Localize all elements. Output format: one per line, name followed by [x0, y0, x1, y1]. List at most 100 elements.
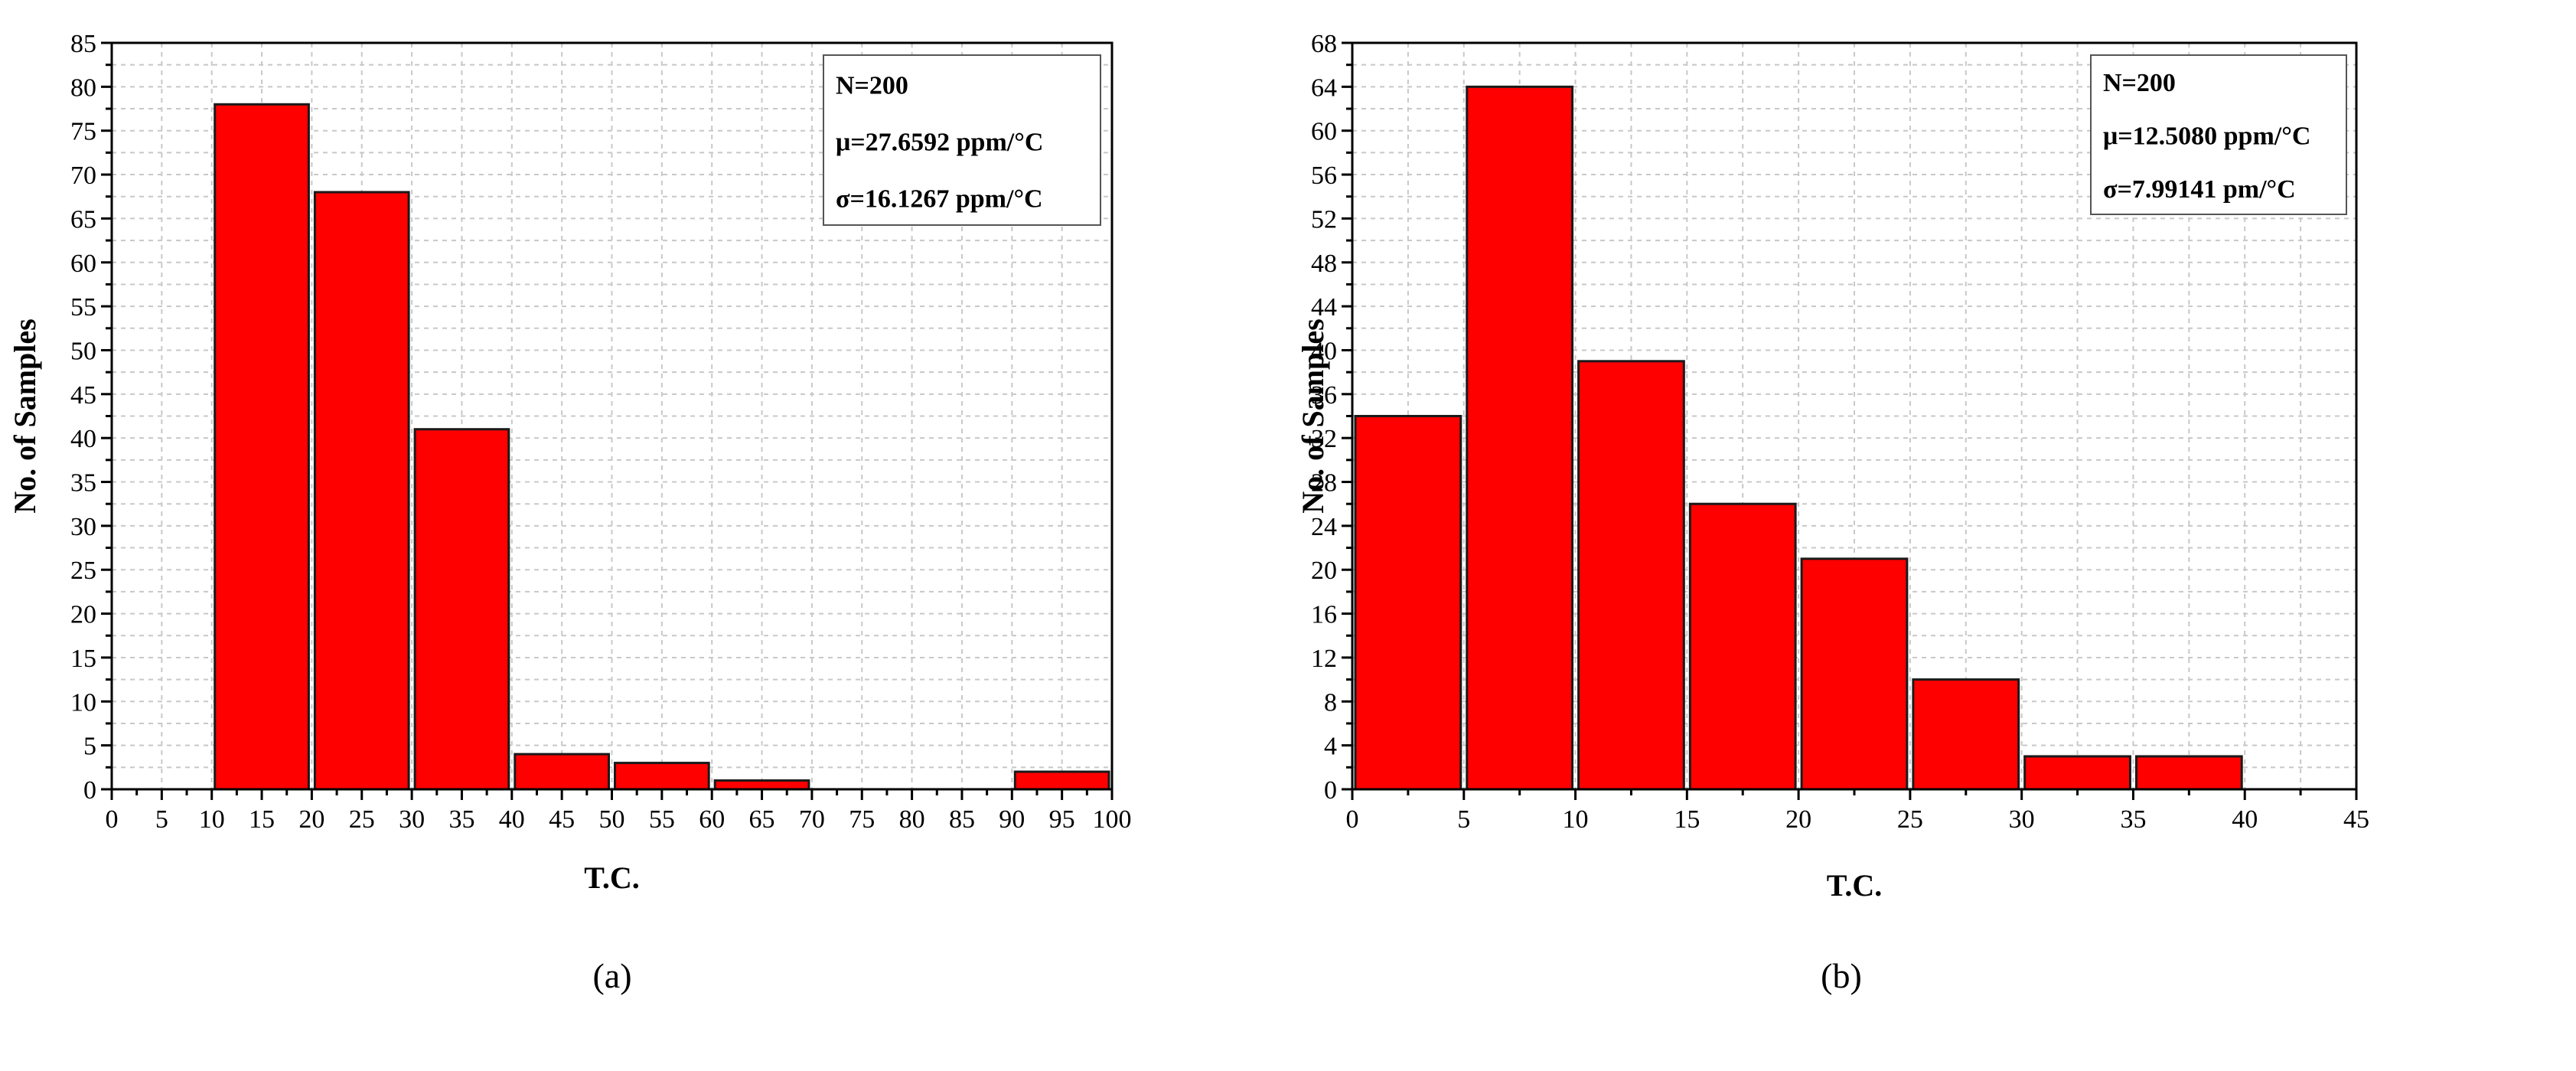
x-tick-label: 5 — [155, 805, 168, 834]
x-tick-label: 70 — [799, 805, 825, 834]
x-axis: 0 5 10 15 20 25 30 35 40 45 50 55 60 65 70 75 80 85 90 95 10… — [106, 789, 1132, 834]
legend-entry: μ=27.6592 ppm/°C — [836, 128, 1043, 156]
y-tick-label: 25 — [70, 557, 96, 585]
histogram-bar — [1466, 85, 1574, 791]
x-axis-label: T.C. — [584, 860, 640, 895]
y-tick-label: 44 — [1311, 293, 1337, 322]
y-tick-label: 36 — [1311, 381, 1337, 410]
y-tick-label: 60 — [1311, 118, 1337, 146]
y-tick-label: 56 — [1311, 162, 1337, 190]
histogram-bar — [1354, 415, 1462, 791]
y-tick-label: 0 — [83, 776, 96, 805]
y-tick-label: 4 — [1324, 733, 1337, 761]
legend-entry: σ=7.99141 pm/°C — [2103, 175, 2296, 204]
legend-entry: σ=16.1267 ppm/°C — [836, 184, 1043, 213]
y-tick-label: 15 — [70, 645, 96, 673]
y-tick-label: 12 — [1311, 645, 1337, 673]
x-tick-label: 25 — [1897, 805, 1923, 834]
x-tick-label: 5 — [1457, 805, 1470, 834]
histogram-chart-a: 0 5 10 15 20 25 30 35 40 45 50 55 60 65 70 75 80 85 90 95 10… — [8, 30, 1132, 895]
y-tick-label: 32 — [1311, 425, 1337, 453]
y-tick-label: 5 — [83, 733, 96, 761]
x-tick-label: 40 — [499, 805, 525, 834]
y-tick-label: 16 — [1311, 601, 1337, 629]
x-tick-label: 25 — [349, 805, 375, 834]
y-axis-label: No. of Samples — [8, 318, 42, 513]
y-tick-label: 55 — [70, 293, 96, 322]
y-tick-label: 68 — [1311, 30, 1337, 58]
y-tick-label: 52 — [1311, 205, 1337, 233]
x-tick-label: 45 — [2343, 805, 2369, 834]
y-tick-label: 30 — [70, 513, 96, 541]
y-tick-label: 35 — [70, 469, 96, 498]
x-tick-label: 50 — [599, 805, 625, 834]
x-tick-label: 0 — [106, 805, 119, 834]
histogram-bar — [1688, 502, 1797, 791]
y-axis-label: No. of Samples — [1296, 318, 1330, 513]
y-tick-label: 0 — [1324, 776, 1337, 805]
bars — [214, 103, 1110, 791]
histogram-bar — [313, 191, 410, 791]
x-tick-label: 95 — [1049, 805, 1075, 834]
bars — [1354, 85, 2243, 791]
y-tick-label: 64 — [1311, 73, 1337, 102]
y-tick-label: 65 — [70, 205, 96, 233]
histogram-bar — [2023, 755, 2131, 791]
histogram-bar — [514, 753, 610, 791]
y-tick-label: 20 — [1311, 557, 1337, 585]
x-tick-label: 10 — [1563, 805, 1589, 834]
legend-entry: N=200 — [836, 71, 908, 100]
y-tick-label: 24 — [1311, 513, 1337, 541]
x-tick-label: 10 — [199, 805, 225, 834]
y-tick-label: 40 — [1311, 337, 1337, 365]
legend-entry: μ=12.5080 ppm/°C — [2103, 122, 2310, 150]
legend-frame — [823, 54, 1101, 226]
y-tick-label: 48 — [1311, 250, 1337, 278]
y-tick-label: 75 — [70, 118, 96, 146]
x-axis: 0 5 10 15 20 25 30 35 40 45 — [1346, 789, 2369, 834]
y-tick-label: 50 — [70, 337, 96, 365]
x-tick-label: 35 — [2120, 805, 2146, 834]
x-tick-label: 30 — [2009, 805, 2035, 834]
x-tick-label: 85 — [949, 805, 975, 834]
x-tick-label: 15 — [249, 805, 275, 834]
y-tick-label: 20 — [70, 601, 96, 629]
histogram-bar — [2134, 755, 2243, 791]
histogram-bar — [614, 762, 710, 791]
histogram-bar — [1800, 557, 1909, 791]
x-tick-label: 40 — [2232, 805, 2258, 834]
x-tick-label: 20 — [1785, 805, 1811, 834]
caption-a: (a) — [592, 956, 632, 995]
legend-box: N=200 μ=12.5080 ppm/°C σ=7.99141 pm/°C — [2090, 54, 2347, 215]
histogram-bar — [1577, 360, 1685, 791]
histogram-bar — [214, 103, 310, 791]
x-tick-label: 60 — [699, 805, 725, 834]
x-tick-label: 35 — [448, 805, 474, 834]
x-tick-label: 15 — [1674, 805, 1700, 834]
y-tick-label: 45 — [70, 381, 96, 410]
y-tick-label: 80 — [70, 73, 96, 102]
x-tick-label: 20 — [298, 805, 324, 834]
x-tick-label: 30 — [399, 805, 425, 834]
y-axis: 0 5 10 15 20 25 30 35 40 45 50 55 60 65 70 75 80 85 — [70, 30, 112, 805]
y-tick-label: 28 — [1311, 469, 1337, 498]
y-tick-label: 10 — [70, 688, 96, 717]
histogram-bar — [1912, 678, 2020, 791]
x-tick-label: 65 — [749, 805, 775, 834]
y-tick-label: 8 — [1324, 688, 1337, 717]
x-axis-label: T.C. — [1827, 868, 1883, 903]
x-tick-label: 80 — [899, 805, 925, 834]
legend-entry: N=200 — [2103, 69, 2176, 97]
histogram-bar — [413, 428, 510, 791]
x-tick-label: 45 — [549, 805, 575, 834]
legend-box: N=200 μ=27.6592 ppm/°C σ=16.1267 ppm/°C — [823, 54, 1101, 226]
y-tick-label: 70 — [70, 162, 96, 190]
x-tick-label: 90 — [999, 805, 1025, 834]
y-tick-label: 85 — [70, 30, 96, 58]
histogram-chart-b: 0 5 10 15 20 25 30 35 40 450481216202428323640444… — [1296, 30, 2369, 903]
x-tick-label: 100 — [1093, 805, 1132, 834]
y-tick-label: 40 — [70, 425, 96, 453]
y-tick-label: 60 — [70, 250, 96, 278]
histogram-bar — [1013, 770, 1110, 791]
